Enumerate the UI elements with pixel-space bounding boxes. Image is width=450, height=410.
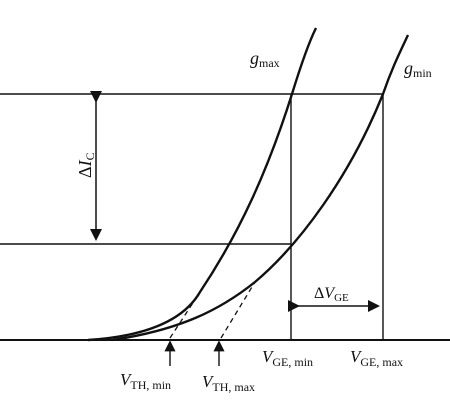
vge-max-label: VGE, max	[350, 347, 403, 369]
vge-min-label: VGE, min	[262, 347, 313, 369]
delta-ic-label: ΔIC	[75, 152, 97, 178]
vth-max-tangent-line	[220, 281, 256, 339]
vth-min-label: VTH, min	[120, 370, 171, 392]
g-max-label: gmax	[250, 48, 280, 70]
vth-min-tangent-line	[169, 291, 201, 339]
vth-max-label: VTH, max	[202, 372, 255, 394]
g-max-curve	[87, 27, 318, 342]
delta-vge-label: ΔVGE	[314, 285, 349, 304]
g-min-label: gmin	[404, 58, 432, 80]
g-min-curve	[111, 34, 410, 342]
